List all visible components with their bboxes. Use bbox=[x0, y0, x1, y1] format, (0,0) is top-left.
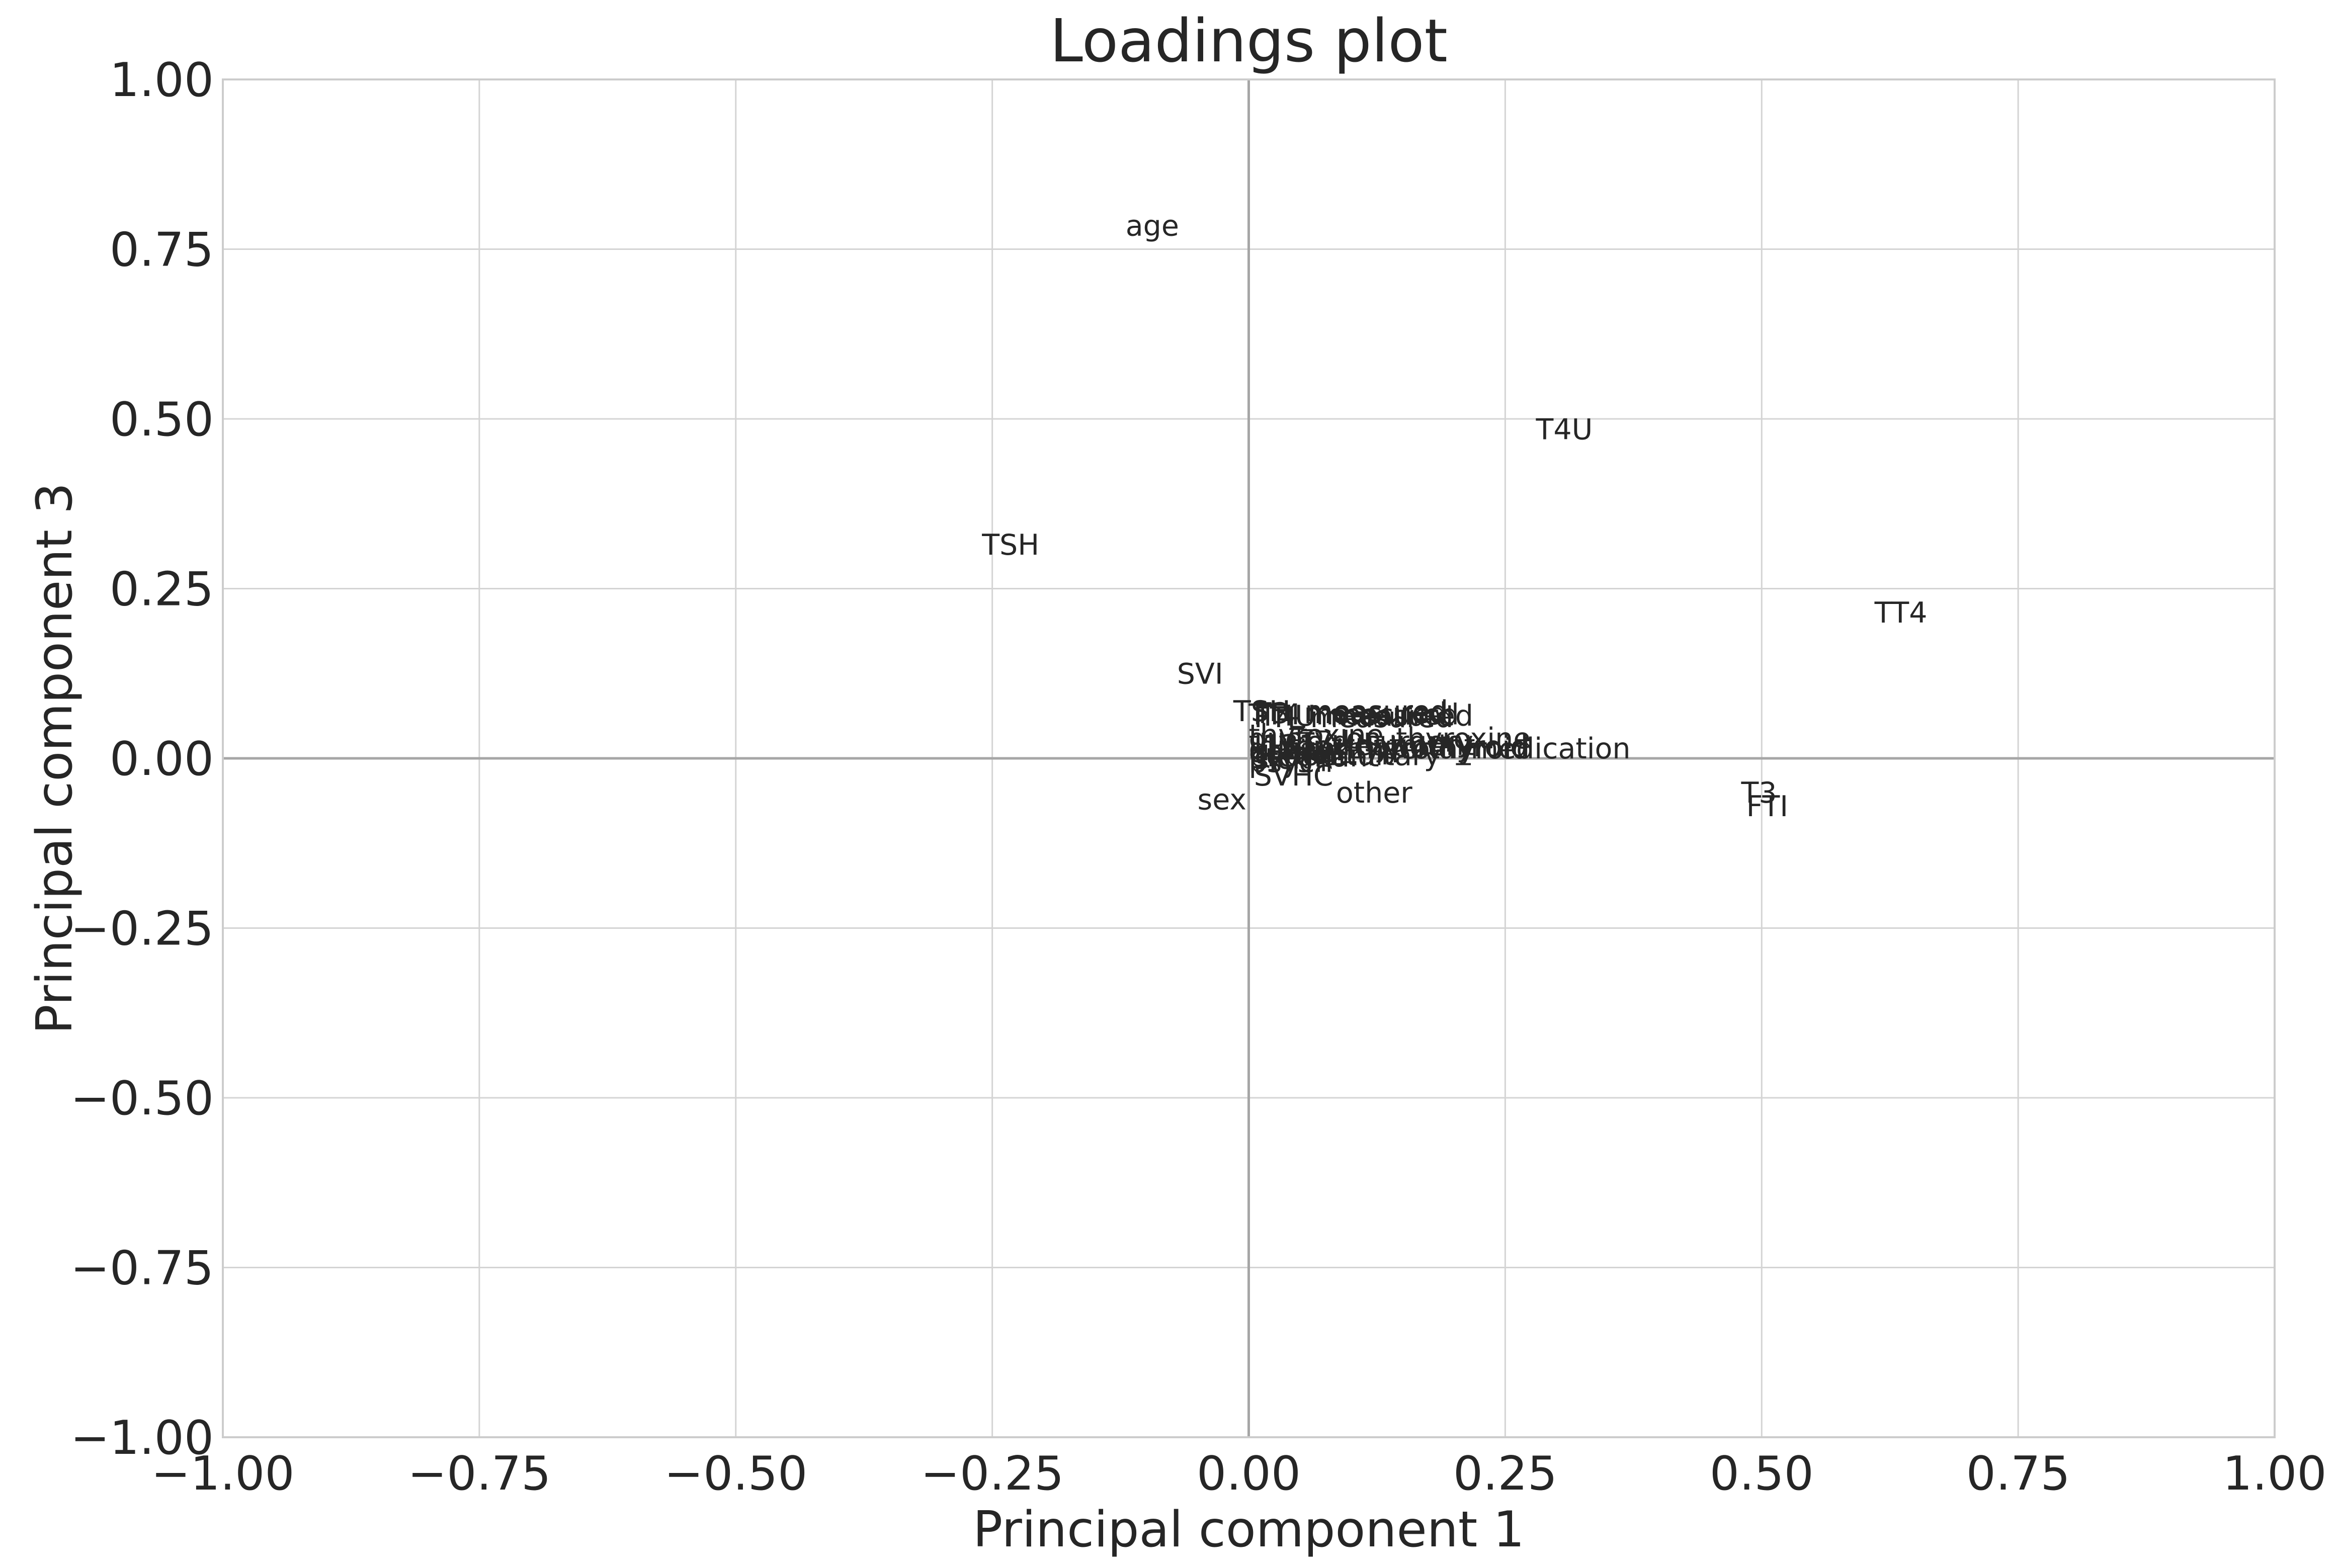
loading-label: query_hyperthyroid bbox=[1249, 732, 1530, 765]
y-tick-label: −0.50 bbox=[70, 1071, 214, 1125]
chart-title: Loadings plot bbox=[1050, 6, 1448, 75]
loading-label: lithium bbox=[1254, 734, 1354, 767]
loading-label: pregnant bbox=[1249, 740, 1379, 773]
loading-label: SVI bbox=[1177, 658, 1223, 691]
y-tick-label: 0.75 bbox=[110, 223, 214, 277]
loading-label: T3 bbox=[1740, 776, 1777, 810]
y-tick-labels: 1.00 0.75 0.50 0.25 0.00 −0.25 −0.50 −0.75 −1.00 bbox=[70, 53, 214, 1465]
zero-lines bbox=[223, 79, 2275, 1437]
y-tick-label: −0.25 bbox=[70, 902, 214, 956]
point-labels: age T4U TSH TT4 SVI TSH_measuredT3_measuredTT… bbox=[981, 210, 1927, 823]
loading-label: goitre bbox=[1249, 736, 1333, 769]
loading-label: antithyroid_medication bbox=[1300, 732, 1630, 765]
loading-label: psych bbox=[1249, 746, 1333, 779]
loading-label: query_on_thyroxine bbox=[1249, 722, 1531, 755]
loading-label: T4U_measured bbox=[1259, 700, 1473, 733]
x-tick-label: 0.00 bbox=[1197, 1446, 1301, 1501]
y-tick-label: 0.25 bbox=[110, 562, 214, 617]
loading-label: SVHC bbox=[1254, 759, 1333, 793]
loading-label: TT4 bbox=[1874, 596, 1928, 630]
loading-label: hypopituitary bbox=[1249, 739, 1441, 772]
loading-label: thyroxine bbox=[1249, 719, 1384, 752]
y-tick-label: 0.00 bbox=[110, 732, 214, 786]
loading-label: query_hypothyroid bbox=[1259, 730, 1528, 763]
x-tick-label: −0.50 bbox=[664, 1446, 807, 1501]
loading-label: FTI bbox=[1746, 790, 1788, 823]
y-tick-label: 1.00 bbox=[110, 53, 214, 107]
loading-label: TSH bbox=[981, 529, 1039, 562]
loading-label: I131_treatment bbox=[1254, 729, 1475, 762]
x-tick-label: 0.50 bbox=[1710, 1446, 1814, 1501]
y-tick-label: −1.00 bbox=[70, 1411, 214, 1465]
x-tick-label: −0.75 bbox=[407, 1446, 551, 1501]
y-tick-label: 0.50 bbox=[110, 392, 214, 447]
loading-label: other bbox=[1336, 776, 1412, 810]
loading-label: T4U bbox=[1536, 413, 1593, 447]
plot-frame bbox=[222, 78, 2276, 1438]
x-tick-label: 0.75 bbox=[1966, 1446, 2070, 1501]
loading-label: FTI_measured bbox=[1254, 701, 1454, 734]
loading-label: T3_measured bbox=[1254, 697, 1447, 730]
x-tick-label: 1.00 bbox=[2222, 1446, 2326, 1501]
loading-label: TT4_measured bbox=[1248, 699, 1459, 732]
loading-label: sick bbox=[1254, 742, 1309, 775]
x-tick-label: −0.25 bbox=[921, 1446, 1064, 1501]
x-tick-label: −1.00 bbox=[151, 1446, 295, 1501]
loading-label: TSH_measured bbox=[1233, 695, 1448, 728]
loading-label: tumor bbox=[1254, 738, 1341, 771]
x-axis-label: Principal component 1 bbox=[973, 1501, 1525, 1558]
y-tick-label: −0.75 bbox=[70, 1241, 214, 1295]
loading-label: sex bbox=[1198, 783, 1247, 816]
y-axis-label: Principal component 3 bbox=[26, 483, 84, 1034]
x-tick-labels: −1.00 −0.75 −0.50 −0.25 0.00 0.25 0.50 0.75 1.00 bbox=[151, 1446, 2327, 1501]
loading-label: thyroid_surgery bbox=[1249, 726, 1473, 759]
loading-label: age bbox=[1126, 210, 1179, 243]
x-tick-label: 0.25 bbox=[1453, 1446, 1557, 1501]
